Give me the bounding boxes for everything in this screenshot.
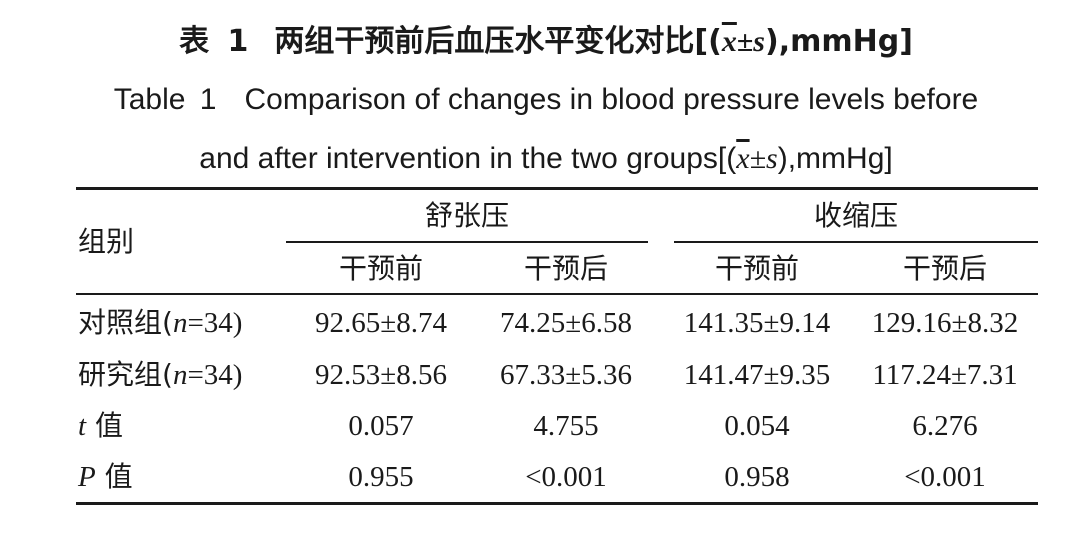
table-cell: 117.24±7.31 (872, 359, 1018, 391)
table-title-english-line2: and after intervention in the two groups… (0, 139, 1092, 179)
row-label: 研究组(n=34) (78, 358, 243, 391)
table-cell: 92.65±8.74 (315, 307, 447, 339)
sub-header-sys-after: 干预后 (902, 252, 987, 285)
table-cell: 0.054 (724, 410, 790, 442)
table-bottom-rule (76, 502, 1038, 505)
title-en-line2-text: and after intervention in the two groups… (199, 142, 737, 175)
sub-header-dia-after: 干预后 (523, 252, 608, 285)
title-cn-pm-s: ±s (736, 25, 765, 58)
table-cell: 74.25±6.58 (500, 307, 632, 339)
title-en-line1-text: Comparison of changes in blood pressure … (244, 83, 979, 116)
table-cell: 0.955 (348, 461, 414, 493)
table-cell: 67.33±5.36 (500, 359, 632, 391)
title-cn-label: 表 (179, 24, 210, 59)
title-en-xbar: x (736, 142, 750, 175)
table-cell: 4.755 (533, 410, 599, 442)
table-cell: 141.35±9.14 (683, 307, 831, 339)
title-en-pm-s: ±s (749, 142, 778, 175)
title-en-label: Table (113, 83, 186, 116)
table-top-rule (76, 187, 1038, 190)
table-title-chinese: 表 1 两组干预前后血压水平变化对比[(x±s),mmHg] (0, 22, 1092, 62)
title-cn-unit: ),mmHg] (764, 24, 913, 59)
row-label: t 值 (78, 409, 123, 442)
table-cell: 92.53±8.56 (315, 359, 447, 391)
sub-header-sys-before: 干预前 (714, 252, 799, 285)
table-title-english-line1: Table 1 Comparison of changes in blood pr… (0, 80, 1092, 120)
title-cn-xbar: x (721, 25, 737, 58)
table-cell: <0.001 (525, 461, 607, 493)
table-cell: <0.001 (904, 461, 986, 493)
col-group-systolic: 收缩压 (813, 199, 898, 232)
title-en-unit: ),mmHg] (777, 142, 893, 175)
diastolic-sub-rule (286, 241, 648, 243)
table-header-rule (76, 293, 1038, 295)
title-en-number: 1 (199, 83, 217, 116)
col-group-diastolic: 舒张压 (424, 199, 509, 232)
group-header: 组别 (78, 225, 135, 258)
table-cell: 0.057 (348, 410, 414, 442)
title-cn-text: 两组干预前后血压水平变化对比[( (274, 24, 722, 59)
table-cell: 129.16±8.32 (871, 307, 1019, 339)
table-cell: 141.47±9.35 (683, 359, 831, 391)
title-cn-number: 1 (227, 24, 249, 59)
table-cell: 0.958 (724, 461, 790, 493)
systolic-sub-rule (674, 241, 1038, 243)
sub-header-dia-before: 干预前 (338, 252, 423, 285)
row-label: 对照组(n=34) (78, 306, 243, 339)
table-cell: 6.276 (912, 410, 978, 442)
row-label: P 值 (78, 460, 133, 493)
